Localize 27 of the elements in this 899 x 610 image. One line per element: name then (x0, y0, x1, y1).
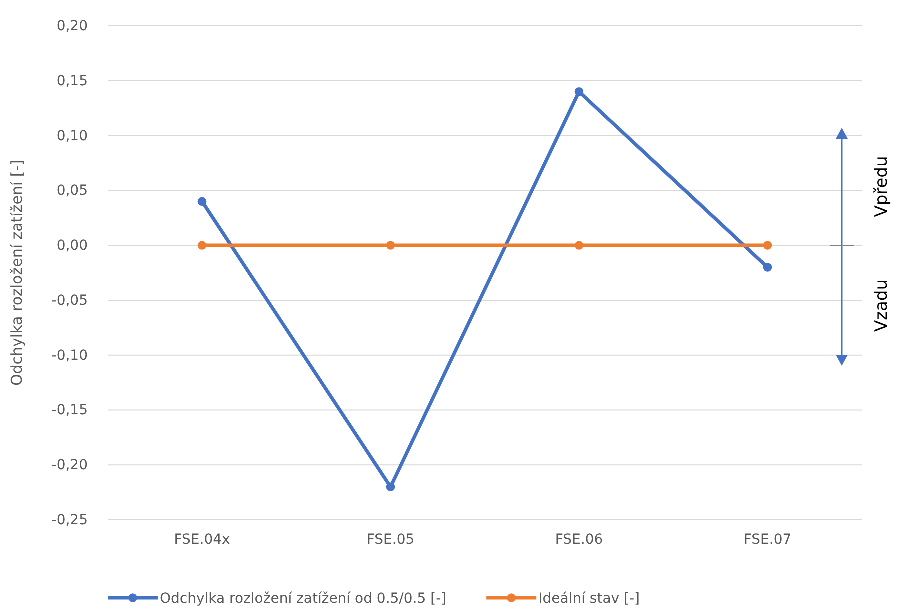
y-tick-label: 0,00 (56, 238, 88, 254)
point (386, 482, 396, 492)
point (763, 263, 772, 272)
x-tick-label: FSE.07 (744, 532, 792, 548)
y-tick-label: 0,15 (56, 73, 88, 90)
y-tick-label: 0,05 (56, 183, 88, 200)
y-tick-label: -0,20 (52, 458, 88, 474)
point (763, 241, 772, 250)
y-axis-title: Odchylka rozložení zatížení [-] (8, 160, 26, 386)
y-tick-label: 0,10 (56, 128, 88, 144)
point (574, 88, 584, 96)
y-tick-label: 0,20 (56, 18, 88, 34)
point (198, 241, 207, 250)
y-tick-label: -0,05 (52, 292, 88, 309)
x-tick-label: FSE.04x (174, 532, 230, 548)
text: Vpředu (872, 156, 892, 218)
point (198, 197, 207, 206)
y-tick-label: -0,10 (52, 348, 88, 364)
point (574, 241, 584, 250)
text: Vzadu (872, 280, 892, 332)
legend-label: Ideální stav [-] (538, 591, 640, 607)
y-tick-label: -0,25 (52, 512, 88, 528)
x-tick-label: FSE.06 (555, 532, 604, 548)
point (386, 241, 396, 250)
y-tick-label: -0,15 (52, 402, 88, 419)
x-tick-label: FSE.05 (366, 532, 415, 548)
legend-label: Odchylka rozložení zatížení od 0.5/0.5 [-] (160, 591, 447, 607)
